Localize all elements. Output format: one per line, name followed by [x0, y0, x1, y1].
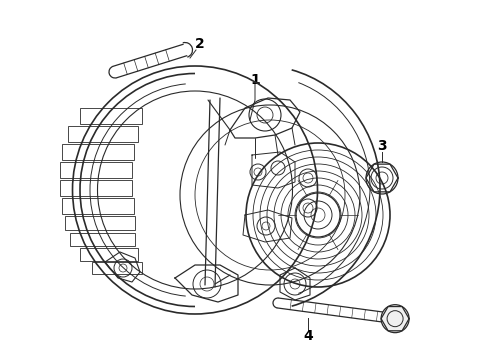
Text: 2: 2 — [195, 37, 205, 51]
Text: 4: 4 — [303, 329, 313, 343]
Circle shape — [381, 305, 409, 333]
Text: 3: 3 — [377, 139, 387, 153]
Text: 1: 1 — [250, 73, 260, 87]
